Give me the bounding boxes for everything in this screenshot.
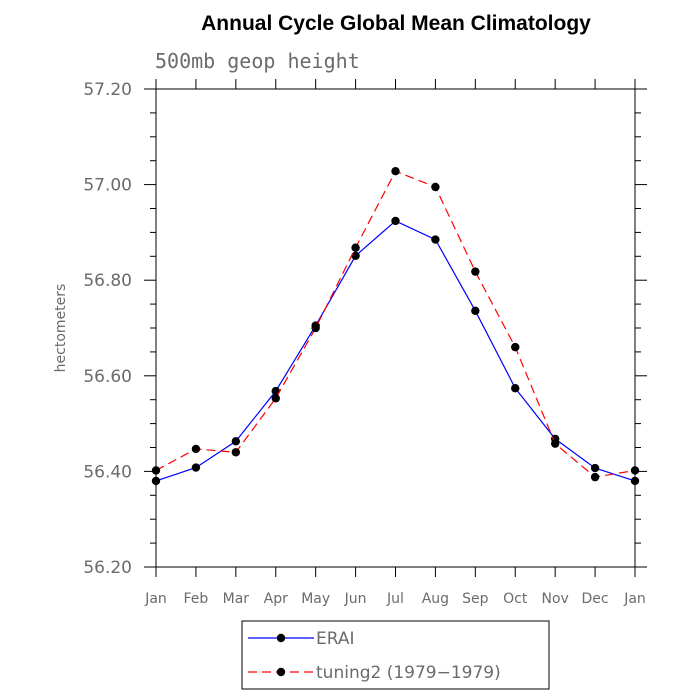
y-tick-label: 56.20 bbox=[83, 558, 132, 578]
x-tick-label: Mar bbox=[223, 591, 250, 607]
series-2-point bbox=[511, 342, 520, 352]
legend-marker bbox=[276, 667, 286, 677]
series-1-point bbox=[511, 384, 520, 393]
series-2-point bbox=[271, 394, 280, 403]
series-1-point bbox=[191, 463, 201, 472]
series-1-point bbox=[351, 251, 360, 261]
legend-label: tuning2 (1979−1979) bbox=[316, 663, 501, 683]
x-tick-label: Dec bbox=[582, 591, 609, 607]
x-tick-label: May bbox=[301, 591, 330, 607]
series-2 bbox=[151, 167, 640, 482]
x-tick-label: Jan bbox=[623, 591, 646, 607]
x-tick-label: Sep bbox=[462, 591, 489, 607]
series-2-point bbox=[191, 444, 201, 454]
series-2-point bbox=[550, 439, 560, 448]
x-tick-label: Jan bbox=[144, 591, 167, 607]
series-1-point bbox=[391, 216, 400, 226]
series-2-point bbox=[151, 466, 161, 475]
axes: 56.20 56.40 56.60 56.80 57.00 57.20 Jan Feb Mar A… bbox=[83, 79, 647, 607]
series-1-point bbox=[271, 386, 280, 396]
series-2-point bbox=[431, 182, 440, 192]
x-tick-label: Nov bbox=[542, 591, 569, 607]
y-tick-label: 56.80 bbox=[83, 271, 132, 291]
series-2-point bbox=[351, 243, 360, 252]
x-tick-label: Aug bbox=[422, 591, 449, 607]
y-axis-label: hectometers bbox=[53, 284, 69, 373]
y-tick-label: 56.60 bbox=[83, 367, 132, 387]
series-1-point bbox=[590, 463, 600, 473]
series-2-point bbox=[630, 466, 640, 475]
series-1-line bbox=[155, 220, 636, 482]
series-1-point bbox=[630, 476, 640, 486]
series-2-point bbox=[231, 448, 241, 457]
y-tick-label: 57.00 bbox=[83, 176, 132, 196]
series-1 bbox=[151, 216, 640, 486]
x-tick-label: Feb bbox=[184, 591, 209, 607]
legend-marker bbox=[276, 633, 286, 643]
series-1-point bbox=[231, 437, 241, 446]
chart-title: Annual Cycle Global Mean Climatology bbox=[201, 12, 591, 35]
series-1-point bbox=[431, 235, 440, 244]
x-tick-label: Apr bbox=[264, 591, 288, 607]
x-tick-label: Jun bbox=[344, 591, 367, 607]
series-2-point bbox=[311, 323, 320, 333]
legend-label: ERAI bbox=[316, 629, 355, 649]
series-layer bbox=[151, 167, 640, 486]
x-tick-label: Jul bbox=[386, 591, 404, 607]
x-tick-label: Oct bbox=[503, 591, 528, 607]
series-2-point bbox=[471, 267, 480, 276]
series-2-point bbox=[391, 167, 400, 176]
legend-box bbox=[241, 620, 550, 690]
plot-frame bbox=[155, 88, 636, 568]
series-2-point bbox=[590, 472, 600, 482]
series-1-point bbox=[471, 306, 480, 315]
legend: ERAI tuning2 (1979−1979) bbox=[241, 620, 550, 690]
y-tick-label: 57.20 bbox=[83, 80, 132, 100]
y-tick-label: 56.40 bbox=[83, 462, 132, 482]
chart-subtitle: 500mb geop height bbox=[155, 49, 360, 73]
series-1-point bbox=[151, 476, 161, 486]
